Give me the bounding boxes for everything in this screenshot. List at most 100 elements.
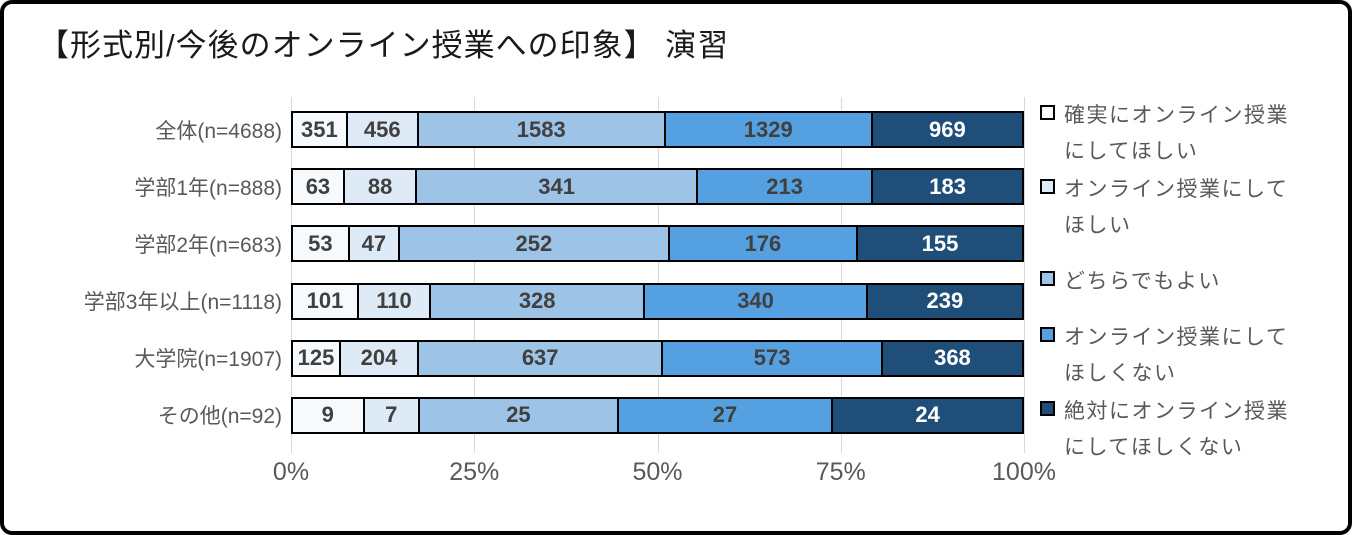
- legend-label: 確実にオンライン授業 にしてほしい: [1064, 98, 1289, 170]
- legend-entry-slot: オンライン授業にして ほしくない: [1040, 319, 1346, 393]
- bar-segment: 340: [644, 283, 867, 319]
- category-label-slot: 全体(n=4688): [24, 101, 282, 158]
- legend-label-line: オンライン授業にして: [1064, 325, 1289, 349]
- bar-segment: 341: [416, 169, 697, 205]
- legend-swatch: [1040, 270, 1055, 286]
- stacked-bar: 63 88 341 213 183: [291, 168, 1024, 206]
- legend-entry-slot: オンライン授業にして ほしい: [1040, 171, 1346, 245]
- bar-segment: 183: [872, 169, 1023, 205]
- legend-swatch: [1040, 326, 1055, 342]
- bar-segment: 47: [348, 226, 400, 262]
- category-label-slot: その他(n=92): [24, 387, 282, 444]
- x-tick-label: 0%: [272, 458, 310, 486]
- legend-entry: オンライン授業にして ほしい: [1040, 172, 1346, 244]
- category-label-slot: 学部1年(n=888): [24, 158, 282, 215]
- bar-row: 63 88 341 213 183: [291, 158, 1024, 215]
- legend-swatch: [1040, 400, 1055, 416]
- bar-segment: 155: [857, 226, 1023, 262]
- legend-label-line: オンライン授業にして: [1064, 177, 1289, 201]
- bar-row: 9 7 25 27 24: [291, 387, 1024, 444]
- legend: 確実にオンライン授業 にしてほしい オンライン授業にして ほしい どちらでもよい オンライ…: [1040, 97, 1346, 467]
- stacked-bar: 125 204 637 573 368: [291, 339, 1024, 377]
- bar-row: 125 204 637 573 368: [291, 330, 1024, 387]
- bar-segment: 7: [363, 397, 420, 433]
- bar-segment: 101: [292, 283, 359, 319]
- gridline: [474, 97, 476, 453]
- bar-segment: 63: [292, 169, 344, 205]
- legend-swatch: [1040, 104, 1055, 120]
- legend-label-line: にしてほしい: [1064, 140, 1199, 163]
- legend-entry: どちらでもよい: [1040, 264, 1346, 300]
- category-label-slot: 大学院(n=1907): [24, 330, 282, 387]
- legend-entry: オンライン授業にして ほしくない: [1040, 320, 1346, 392]
- category-label: 学部3年以上(n=1118): [83, 291, 282, 315]
- legend-label: 絶対にオンライン授業 にしてほしくない: [1064, 394, 1289, 466]
- bar-segment: 328: [429, 283, 645, 319]
- bar-segment: 24: [832, 397, 1023, 433]
- bar-segment: 25: [419, 397, 618, 433]
- legend-entry: 絶対にオンライン授業 にしてほしくない: [1040, 394, 1346, 466]
- bar-segment: 88: [343, 169, 417, 205]
- stacked-bar: 101 110 328 340 239: [291, 282, 1024, 320]
- category-axis: 全体(n=4688) 学部1年(n=888) 学部2年(n=683) 学部3年以上(n…: [24, 101, 282, 444]
- legend-label-line: にしてほしくない: [1064, 436, 1244, 459]
- bar-segment: 176: [668, 226, 858, 262]
- bar-segment: 213: [697, 169, 873, 205]
- bar-segment: 1329: [664, 112, 872, 148]
- bar-segment: 53: [292, 226, 349, 262]
- bar-segment: 1583: [417, 112, 665, 148]
- category-label-slot: 学部3年以上(n=1118): [24, 273, 282, 330]
- bar-row: 351 456 1583 1329 969: [291, 101, 1024, 158]
- bar-segment: 573: [662, 340, 882, 376]
- legend-label: どちらでもよい: [1064, 264, 1221, 300]
- legend-entry-slot: どちらでもよい: [1040, 245, 1346, 319]
- category-label: その他(n=92): [157, 405, 282, 429]
- bar-segment: 252: [399, 226, 669, 262]
- stacked-bar: 53 47 252 176 155: [291, 225, 1024, 263]
- legend-label-line: ほしくない: [1064, 362, 1177, 385]
- chart-title: 【形式別/今後のオンライン授業への印象】 演習: [38, 28, 730, 63]
- category-label-slot: 学部2年(n=683): [24, 215, 282, 272]
- bar-segment: 351: [292, 112, 347, 148]
- bar-segment: 969: [871, 112, 1023, 148]
- bar-segment: 456: [346, 112, 418, 148]
- legend-entry: 確実にオンライン授業 にしてほしい: [1040, 98, 1346, 170]
- stacked-bar: 351 456 1583 1329 969: [291, 111, 1024, 149]
- gridline: [840, 97, 842, 453]
- category-label: 学部1年(n=888): [134, 176, 282, 200]
- legend-swatch: [1040, 178, 1055, 194]
- category-label: 全体(n=4688): [155, 119, 282, 143]
- bar-segment: 637: [418, 340, 663, 376]
- legend-label-line: どちらでもよい: [1064, 269, 1221, 293]
- gridlines: [291, 97, 1025, 453]
- legend-entry-slot: 確実にオンライン授業 にしてほしい: [1040, 97, 1346, 171]
- gridline: [657, 97, 659, 453]
- legend-label: オンライン授業にして ほしくない: [1064, 320, 1288, 392]
- gridline: [291, 97, 292, 453]
- bar-segment: 239: [866, 283, 1023, 319]
- x-tick-label: 50%: [632, 458, 683, 486]
- bar-segment: 368: [881, 340, 1023, 376]
- x-tick-label: 75%: [815, 458, 866, 486]
- bar-row: 101 110 328 340 239: [291, 273, 1024, 330]
- gridline: [1024, 97, 1025, 453]
- value-axis: 0% 25% 50% 75% 100%: [273, 458, 1056, 490]
- x-tick-label: 100%: [992, 458, 1056, 486]
- bar-row: 53 47 252 176 155: [291, 215, 1024, 272]
- bar-segment: 125: [292, 340, 340, 376]
- legend-entry-slot: 絶対にオンライン授業 にしてほしくない: [1040, 393, 1346, 467]
- bar-segment: 204: [339, 340, 419, 376]
- bar-segment: 110: [358, 283, 430, 319]
- legend-label: オンライン授業にして ほしい: [1064, 172, 1288, 244]
- stacked-bar: 9 7 25 27 24: [291, 396, 1024, 434]
- x-tick-label: 25%: [449, 458, 500, 486]
- legend-label-line: 確実にオンライン授業: [1064, 103, 1289, 127]
- category-label: 学部2年(n=683): [134, 233, 282, 257]
- bar-segment: 9: [292, 397, 364, 433]
- category-label: 大学院(n=1907): [134, 348, 282, 372]
- bar-segment: 27: [617, 397, 833, 433]
- plot-area: 351 456 1583 1329 969 63 88 341 213 183 53 47 252 176…: [291, 101, 1024, 444]
- legend-label-line: ほしい: [1064, 214, 1132, 237]
- legend-label-line: 絶対にオンライン授業: [1064, 399, 1289, 423]
